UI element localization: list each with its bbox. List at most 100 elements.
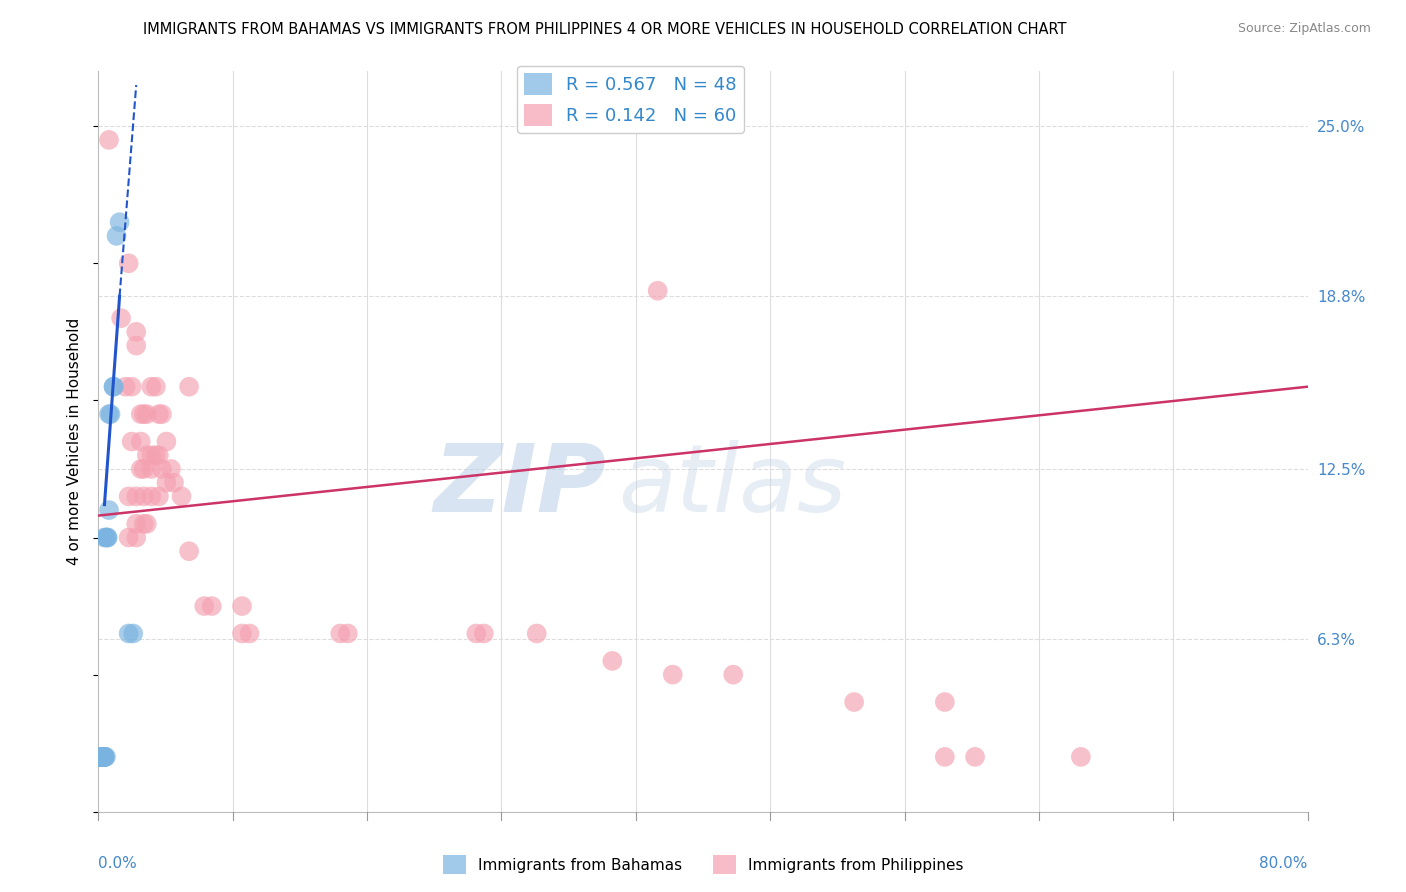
Point [105,228,128,243]
Point [148,407,170,421]
Point [93,750,115,764]
Point [90,750,112,764]
Point [118,531,141,545]
Point [160,462,183,476]
Point [118,489,141,503]
Point [93,750,115,764]
Point [179,544,201,558]
Y-axis label: 4 or more Vehicles in Household: 4 or more Vehicles in Household [67,318,83,566]
Point [723,667,745,681]
Point [94,531,117,545]
Point [89,750,111,764]
Point [89,750,111,764]
Point [132,407,155,421]
Point [155,475,177,490]
Point [465,626,488,640]
Point [141,462,163,476]
Point [125,338,148,352]
Point [89,750,111,764]
Text: ZIP: ZIP [433,440,606,532]
Point [602,654,624,668]
Point [125,531,148,545]
Point [121,380,143,394]
Point [129,407,152,421]
Point [98,133,121,147]
Point [98,503,121,517]
Point [96,531,118,545]
Point [965,750,987,764]
Point [94,750,117,764]
Point [89,750,111,764]
Point [90,750,112,764]
Point [145,380,167,394]
Point [145,448,167,462]
Point [90,750,112,764]
Point [89,750,111,764]
Point [141,448,163,462]
Point [201,599,224,613]
Text: IMMIGRANTS FROM BAHAMAS VS IMMIGRANTS FROM PHILIPPINES 4 OR MORE VEHICLES IN HOU: IMMIGRANTS FROM BAHAMAS VS IMMIGRANTS FR… [143,22,1066,37]
Point [135,407,157,421]
Point [125,516,148,531]
Point [100,407,122,421]
Point [108,215,131,229]
Point [934,695,956,709]
Point [132,516,155,531]
Point [89,750,111,764]
Point [148,489,170,503]
Point [150,407,173,421]
Point [90,750,112,764]
Point [90,750,112,764]
Point [526,626,548,640]
Point [150,462,173,476]
Point [135,448,157,462]
Point [89,750,111,764]
Point [934,750,956,764]
Point [90,750,112,764]
Point [329,626,352,640]
Point [122,626,145,640]
Point [89,750,111,764]
Legend: Immigrants from Bahamas, Immigrants from Philippines: Immigrants from Bahamas, Immigrants from… [437,849,969,880]
Point [132,489,155,503]
Point [125,325,148,339]
Point [148,448,170,462]
Point [647,284,669,298]
Text: 0.0%: 0.0% [98,856,138,871]
Point [90,750,112,764]
Point [89,750,111,764]
Point [1070,750,1092,764]
Point [118,626,141,640]
Point [110,311,132,326]
Point [93,750,115,764]
Point [90,750,112,764]
Point [93,750,115,764]
Point [93,750,115,764]
Point [118,256,141,270]
Point [89,750,111,764]
Point [89,750,111,764]
Point [179,380,201,394]
Point [91,750,114,764]
Point [96,531,118,545]
Text: 80.0%: 80.0% [1260,856,1308,871]
Point [135,516,157,531]
Text: atlas: atlas [619,441,846,532]
Point [231,599,253,613]
Point [103,380,125,394]
Point [661,667,683,681]
Point [336,626,359,640]
Point [121,434,143,449]
Text: Source: ZipAtlas.com: Source: ZipAtlas.com [1237,22,1371,36]
Point [103,380,125,394]
Point [89,750,111,764]
Point [193,599,215,613]
Point [472,626,495,640]
Point [91,750,114,764]
Point [89,750,111,764]
Point [155,434,177,449]
Point [231,626,253,640]
Point [114,380,136,394]
Point [132,462,155,476]
Point [98,407,121,421]
